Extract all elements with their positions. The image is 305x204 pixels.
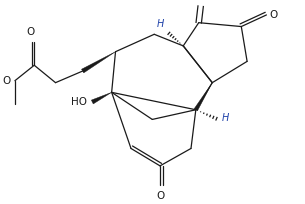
- Text: H: H: [222, 113, 229, 123]
- Polygon shape: [194, 83, 212, 111]
- Polygon shape: [81, 52, 116, 73]
- Text: O: O: [269, 10, 278, 20]
- Text: HO: HO: [71, 97, 88, 107]
- Text: H: H: [156, 19, 164, 29]
- Text: O: O: [156, 191, 164, 201]
- Text: O: O: [3, 76, 11, 86]
- Text: O: O: [26, 27, 34, 37]
- Polygon shape: [91, 92, 112, 104]
